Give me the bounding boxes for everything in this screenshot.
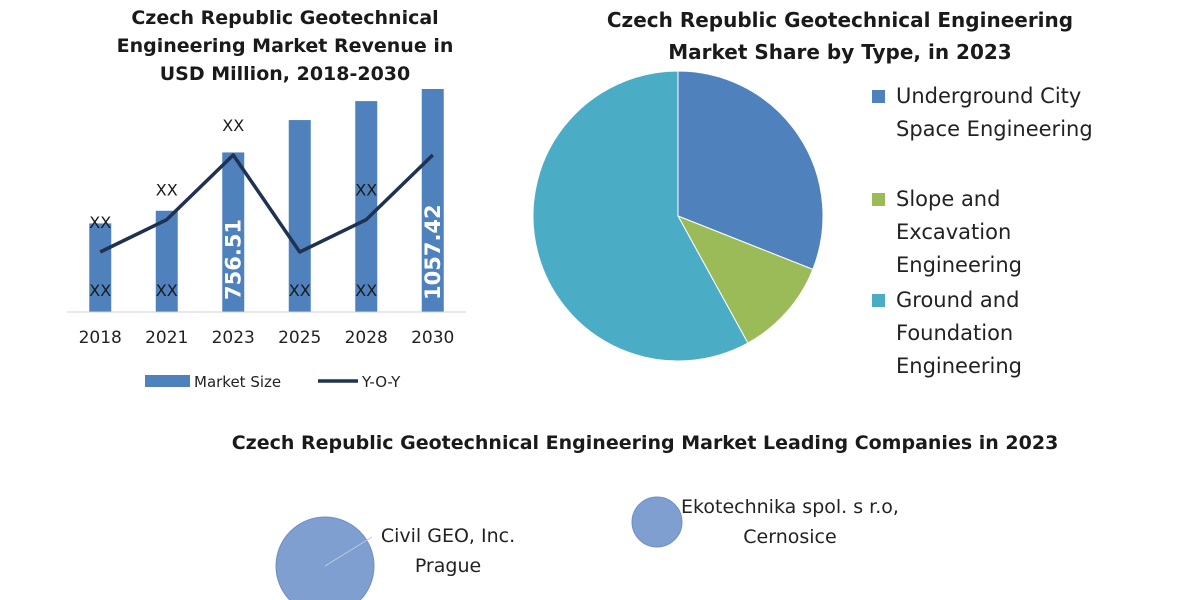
- bar: [355, 101, 378, 312]
- x-tick-label: 2028: [345, 328, 388, 348]
- legend-label: Slope and Excavation Engineering: [896, 187, 1022, 277]
- company-label: Civil GEO, Inc. Prague: [380, 525, 516, 577]
- companies-chart-title: Czech Republic Geotechnical Engineering …: [231, 432, 1059, 454]
- legend-label: Market Size: [194, 373, 281, 391]
- line-data-label: XX: [355, 181, 377, 200]
- bar: [155, 210, 178, 312]
- pie-chart: [532, 70, 824, 362]
- line-data-label: XX: [222, 116, 244, 135]
- x-tick-label: 2023: [212, 328, 255, 348]
- bar-data-label: XX: [355, 281, 377, 300]
- bar-data-label: XX: [289, 281, 311, 300]
- legend-swatch: [872, 294, 885, 307]
- pie-legend: Underground City Space Engineering Slope…: [872, 80, 1132, 390]
- line-data-label: XX: [89, 213, 111, 232]
- bar: [421, 88, 444, 313]
- company-bubble: [631, 496, 683, 548]
- leader-line: [324, 536, 373, 567]
- x-tick-label: 2018: [79, 328, 122, 348]
- line-data-label: XX: [156, 181, 178, 200]
- bar-chart: 2018 XX 2021 XX 2023 756.51 2025 XX 2028 XX 2030 10…: [67, 88, 466, 391]
- bar-chart-title: Czech Republic Geotechnical Engineering …: [116, 7, 454, 85]
- bar-data-label: XX: [89, 281, 111, 300]
- company-label: Ekotechnika spol. s r.o, Cernosice: [681, 496, 899, 548]
- yoy-line: [99, 153, 434, 254]
- legend-swatch: [872, 90, 885, 103]
- x-tick-label: 2021: [145, 328, 188, 348]
- legend-swatch-bar: [145, 375, 190, 387]
- bar: [288, 120, 311, 312]
- pie-slice: [532, 70, 749, 362]
- legend-label: Y-O-Y: [361, 373, 401, 391]
- x-tick-label: 2025: [278, 328, 321, 348]
- pie-chart-title: Czech Republic Geotechnical Engineering …: [606, 8, 1074, 64]
- bar-data-label: 756.51: [221, 219, 245, 300]
- bar-data-label: 1057.42: [421, 204, 445, 300]
- bar: [222, 152, 245, 312]
- pie-slice: [677, 70, 824, 271]
- legend-label: Underground City Space Engineering: [896, 84, 1093, 141]
- bar: [89, 223, 112, 312]
- company-bubble: [275, 516, 375, 600]
- legend-swatch: [872, 193, 885, 206]
- x-tick-label: 2030: [411, 328, 454, 348]
- pie-slice: [676, 215, 814, 344]
- legend-label: Ground and Foundation Engineering: [896, 288, 1022, 378]
- bar-data-label: XX: [156, 281, 178, 300]
